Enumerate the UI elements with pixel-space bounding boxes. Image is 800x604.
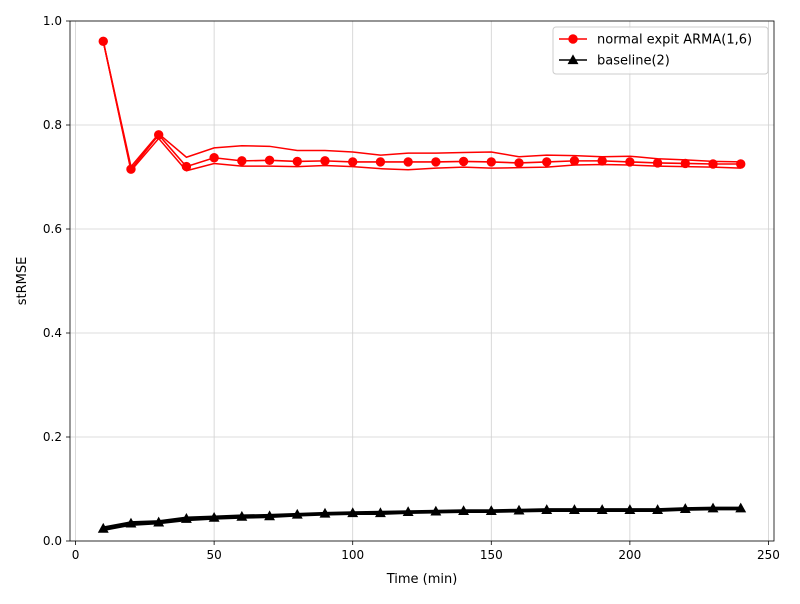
- arma-data-point: [431, 157, 441, 167]
- baseline-data-point: [153, 516, 165, 527]
- baseline-data-point: [402, 506, 414, 517]
- arma-data-point: [237, 156, 247, 166]
- y-tick-label: 0.8: [43, 118, 62, 132]
- arma-data-point: [292, 156, 302, 167]
- series-markers: [97, 36, 747, 533]
- baseline-data-point: [541, 504, 553, 514]
- baseline-data-point: [264, 510, 276, 521]
- baseline-data-point: [236, 510, 248, 521]
- baseline-data-point: [180, 513, 192, 523]
- legend-box: [552, 26, 769, 75]
- x-tick-label: 250: [757, 548, 780, 562]
- y-tick-label: 1.0: [43, 14, 62, 28]
- baseline-data-point: [735, 502, 747, 513]
- arma-data-point: [652, 158, 663, 168]
- baseline-lower-band-line: [103, 508, 741, 532]
- baseline-data-point: [707, 502, 719, 513]
- arma-data-point: [625, 157, 635, 167]
- baseline-data-point: [347, 507, 359, 518]
- arma-data-point: [264, 155, 275, 166]
- baseline-data-point: [596, 504, 608, 514]
- arma-data-point: [181, 161, 192, 172]
- arma-data-point: [486, 157, 496, 167]
- baseline-data-point: [652, 504, 664, 514]
- baseline-data-point: [374, 507, 386, 518]
- baseline-data-point: [568, 504, 580, 514]
- arma-lower-band-line: [102, 41, 741, 173]
- arma-data-point: [708, 159, 718, 169]
- arma-data-point: [209, 153, 219, 163]
- x-axis-label: Time (min): [386, 572, 458, 587]
- arma-data-point: [458, 156, 469, 167]
- x-tick-label: 200: [618, 548, 641, 562]
- baseline-series-line: [103, 507, 741, 530]
- arma-data-point: [736, 159, 746, 169]
- arma-data-point: [680, 158, 691, 169]
- arma-data-point: [348, 157, 358, 167]
- arma-data-point: [569, 156, 580, 166]
- y-tick-label: 0.2: [43, 430, 62, 444]
- legend-marker-arma: [568, 34, 578, 44]
- arma-data-point: [98, 36, 108, 46]
- grid-lines: [70, 20, 774, 542]
- x-tick-label: 50: [206, 548, 221, 562]
- baseline-data-point: [97, 522, 109, 533]
- arma-data-point: [375, 157, 386, 167]
- baseline-data-point: [208, 511, 220, 522]
- baseline-data-point: [679, 503, 691, 513]
- arma-data-point: [597, 156, 607, 166]
- y-axis-label: stRMSE: [15, 257, 30, 306]
- x-tick-label: 0: [72, 548, 80, 562]
- legend-label-arma: normal expit ARMA(1,6): [597, 33, 752, 48]
- arma-upper-band-line: [102, 41, 741, 169]
- legend: normal expit ARMA(1,6) baseline(2): [552, 26, 769, 75]
- baseline-data-point: [624, 504, 636, 514]
- plot-frame: [69, 20, 775, 542]
- baseline-data-point: [125, 517, 137, 528]
- legend-label-baseline: baseline(2): [597, 54, 670, 69]
- arma-data-point: [320, 156, 330, 166]
- arma-data-point: [542, 157, 552, 167]
- baseline-data-point: [513, 504, 525, 515]
- y-tick-label: 0.0: [43, 534, 62, 548]
- y-tick-label: 0.6: [43, 222, 62, 236]
- y-tick-label: 0.4: [43, 326, 62, 340]
- x-tick-label: 100: [341, 548, 364, 562]
- arma-data-point: [514, 158, 524, 168]
- baseline-data-point: [485, 505, 497, 516]
- baseline-data-point: [430, 505, 442, 516]
- axes: 0 50 100 150 200 250 0.0 0.2 0.4 0.6 0.8 1.0: [43, 14, 780, 562]
- baseline-data-point: [291, 508, 303, 519]
- arma-data-point: [403, 157, 413, 167]
- arma-data-point: [126, 164, 136, 174]
- legend-marker-baseline: [567, 54, 579, 65]
- x-tick-label: 150: [480, 548, 503, 562]
- baseline-data-point: [458, 505, 470, 516]
- arma-data-point: [153, 130, 164, 140]
- baseline-data-point: [319, 507, 331, 518]
